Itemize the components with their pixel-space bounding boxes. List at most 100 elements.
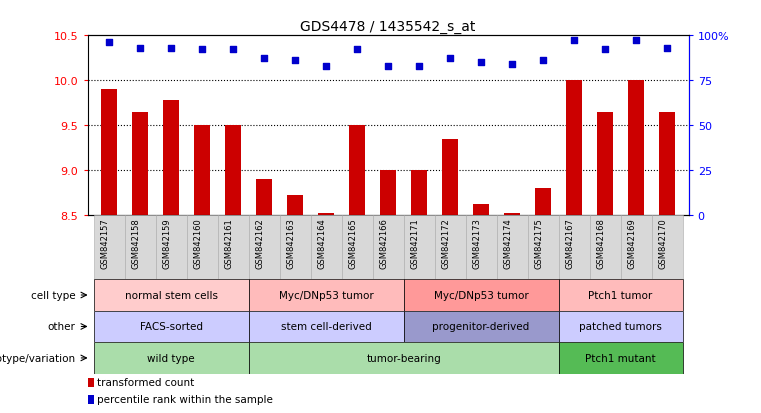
Bar: [101, 90, 117, 216]
Text: patched tumors: patched tumors: [579, 322, 662, 332]
Text: GSM842158: GSM842158: [131, 218, 140, 268]
Bar: [559, 216, 590, 280]
Text: GSM842162: GSM842162: [255, 218, 264, 268]
Text: genotype/variation: genotype/variation: [0, 353, 75, 363]
Text: GSM842170: GSM842170: [658, 218, 667, 268]
Text: GSM842157: GSM842157: [100, 218, 110, 268]
Text: GSM842174: GSM842174: [503, 218, 512, 268]
Bar: [94, 342, 249, 374]
Point: [444, 56, 456, 63]
Text: GSM842175: GSM842175: [534, 218, 543, 268]
Bar: [559, 280, 683, 311]
Text: GSM842163: GSM842163: [286, 218, 295, 268]
Text: cell type: cell type: [31, 290, 75, 300]
Point: [227, 47, 239, 54]
Bar: [403, 311, 559, 342]
Bar: [659, 112, 675, 216]
Text: Ptch1 mutant: Ptch1 mutant: [585, 353, 656, 363]
Bar: [629, 81, 644, 216]
Text: GSM842164: GSM842164: [317, 218, 326, 268]
Bar: [225, 126, 241, 216]
Point: [289, 58, 301, 64]
Text: GSM842166: GSM842166: [379, 218, 388, 268]
Text: transformed count: transformed count: [97, 377, 194, 387]
Text: GSM842171: GSM842171: [410, 218, 419, 268]
Point: [103, 40, 116, 46]
Text: percentile rank within the sample: percentile rank within the sample: [97, 394, 272, 404]
Bar: [94, 216, 125, 280]
Bar: [88, 378, 94, 387]
Bar: [527, 216, 559, 280]
Bar: [94, 311, 249, 342]
Point: [599, 47, 611, 54]
Text: stem cell-derived: stem cell-derived: [281, 322, 371, 332]
Point: [661, 45, 673, 52]
Bar: [590, 216, 620, 280]
Bar: [342, 216, 373, 280]
Point: [134, 45, 146, 52]
Text: GSM842168: GSM842168: [596, 218, 605, 268]
Bar: [466, 216, 497, 280]
Text: other: other: [48, 322, 75, 332]
Bar: [94, 280, 249, 311]
Bar: [435, 216, 466, 280]
Text: Myc/DNp53 tumor: Myc/DNp53 tumor: [434, 290, 528, 300]
Text: tumor-bearing: tumor-bearing: [366, 353, 441, 363]
Bar: [249, 216, 279, 280]
Bar: [279, 216, 310, 280]
Text: GSM842169: GSM842169: [627, 218, 636, 268]
Bar: [505, 214, 520, 216]
Bar: [403, 280, 559, 311]
Bar: [442, 139, 458, 216]
Bar: [559, 342, 683, 374]
Text: Myc/DNp53 tumor: Myc/DNp53 tumor: [279, 290, 374, 300]
Bar: [125, 216, 156, 280]
Bar: [403, 216, 435, 280]
Point: [475, 59, 487, 66]
Point: [537, 58, 549, 64]
Point: [196, 47, 209, 54]
Text: normal stem cells: normal stem cells: [125, 290, 218, 300]
Bar: [249, 342, 559, 374]
Point: [568, 38, 580, 45]
Text: GSM842173: GSM842173: [472, 218, 481, 268]
Bar: [318, 214, 334, 216]
Bar: [620, 216, 651, 280]
Bar: [186, 216, 218, 280]
Text: GSM842159: GSM842159: [162, 218, 171, 268]
Bar: [132, 112, 148, 216]
Bar: [288, 196, 303, 216]
Bar: [566, 81, 582, 216]
Bar: [256, 180, 272, 216]
Text: FACS-sorted: FACS-sorted: [140, 322, 202, 332]
Bar: [373, 216, 403, 280]
Bar: [497, 216, 527, 280]
Bar: [349, 126, 365, 216]
Point: [258, 56, 270, 63]
Bar: [194, 126, 210, 216]
Point: [630, 38, 642, 45]
Text: GSM842165: GSM842165: [348, 218, 357, 268]
Text: progenitor-derived: progenitor-derived: [432, 322, 530, 332]
Text: GSM842172: GSM842172: [441, 218, 450, 268]
Bar: [310, 216, 342, 280]
Text: Ptch1 tumor: Ptch1 tumor: [588, 290, 653, 300]
Bar: [412, 171, 427, 216]
Point: [413, 63, 425, 70]
Text: GSM842167: GSM842167: [565, 218, 574, 268]
Bar: [651, 216, 683, 280]
Text: GSM842160: GSM842160: [193, 218, 202, 268]
Point: [320, 63, 333, 70]
Bar: [156, 216, 186, 280]
Point: [165, 45, 177, 52]
Bar: [88, 395, 94, 404]
Point: [506, 62, 518, 68]
Bar: [597, 112, 613, 216]
Bar: [559, 311, 683, 342]
Title: GDS4478 / 1435542_s_at: GDS4478 / 1435542_s_at: [301, 19, 476, 33]
Bar: [535, 189, 551, 216]
Bar: [473, 205, 489, 216]
Bar: [249, 280, 403, 311]
Point: [351, 47, 363, 54]
Text: GSM842161: GSM842161: [224, 218, 233, 268]
